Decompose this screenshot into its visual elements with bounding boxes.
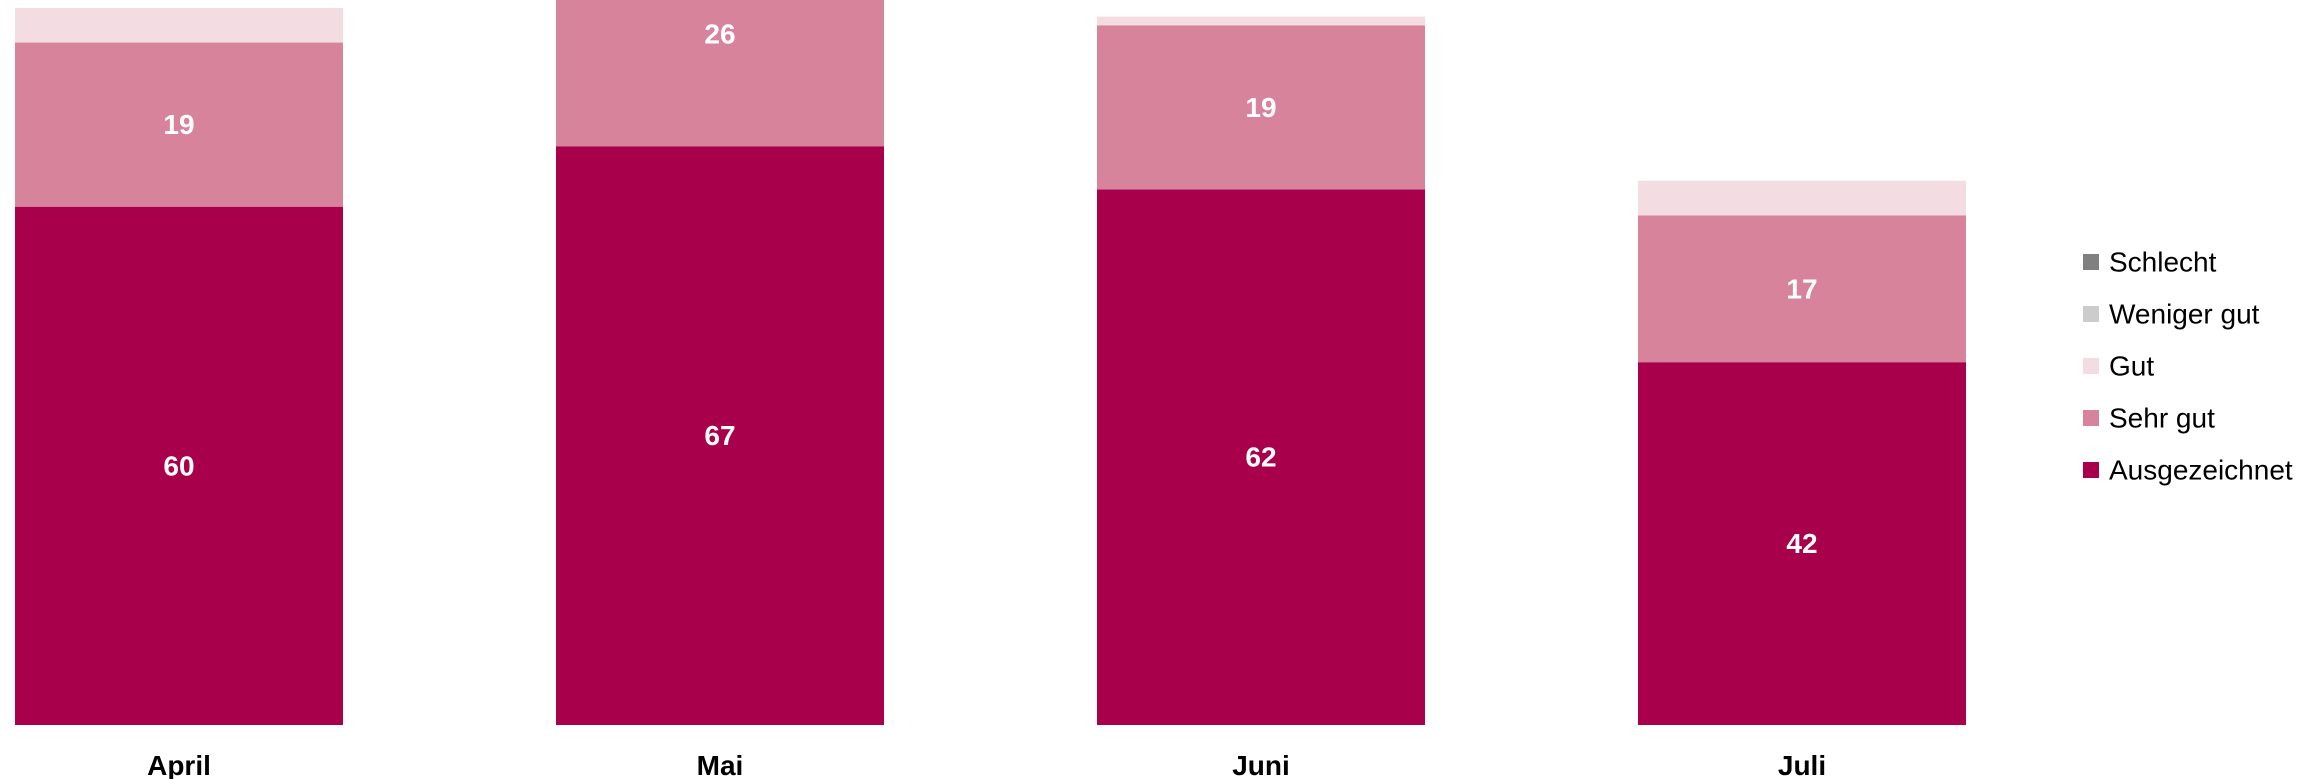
bar-ausgezeichnet-mai — [556, 146, 884, 726]
bar-sehr-gut-april — [15, 42, 343, 207]
legend-label-sehr-gut: Sehr gut — [2109, 403, 2215, 434]
legend-swatch-sehr-gut — [2083, 410, 2099, 426]
bar-gut-april — [15, 8, 343, 43]
legend-swatch-gut — [2083, 358, 2099, 374]
legend-item-weniger-gut: Weniger gut — [2083, 299, 2260, 330]
data-label-sehr-gut-juli: 17 — [1786, 273, 1817, 304]
legend-item-ausgezeichnet: Ausgezeichnet — [2083, 455, 2293, 486]
legend-swatch-ausgezeichnet — [2083, 462, 2099, 478]
x-tick-label-april: April — [147, 750, 211, 779]
x-tick-label-juli: Juli — [1778, 750, 1826, 779]
bar-sehr-gut-juni — [1097, 25, 1425, 190]
data-label-sehr-gut-juni: 19 — [1245, 92, 1276, 123]
legend-label-gut: Gut — [2109, 351, 2154, 382]
legend-label-ausgezeichnet: Ausgezeichnet — [2109, 455, 2293, 486]
data-label-sehr-gut-mai: 26 — [704, 18, 735, 49]
x-tick-label-mai: Mai — [697, 750, 744, 779]
bar-ausgezeichnet-juni — [1097, 189, 1425, 725]
data-label-sehr-gut-april: 19 — [163, 109, 194, 140]
bar-gut-juli — [1638, 180, 1966, 216]
data-label-ausgezeichnet-mai: 67 — [704, 420, 735, 451]
x-tick-label-juni: Juni — [1232, 750, 1290, 779]
legend-swatch-weniger-gut — [2083, 306, 2099, 322]
segment-labels-group: 60 19 67 26 62 19 42 17 — [163, 18, 1817, 559]
legend: Schlecht Weniger gut Gut Sehr gut Ausgezeich… — [2083, 247, 2293, 486]
legend-label-schlecht: Schlecht — [2109, 247, 2217, 278]
bar-ausgezeichnet-april — [15, 206, 343, 725]
bar-sehr-gut-mai — [556, 0, 884, 147]
category-labels-group: April Mai Juni Juli — [147, 750, 1826, 779]
legend-item-schlecht: Schlecht — [2083, 247, 2217, 278]
data-label-ausgezeichnet-juli: 42 — [1786, 528, 1817, 559]
data-label-ausgezeichnet-april: 60 — [163, 450, 194, 481]
legend-item-gut: Gut — [2083, 351, 2154, 382]
data-label-ausgezeichnet-juni: 62 — [1245, 442, 1276, 473]
bars-group — [15, 0, 1966, 726]
legend-item-sehr-gut: Sehr gut — [2083, 403, 2215, 434]
bar-gut-juni — [1097, 16, 1425, 26]
legend-label-weniger-gut: Weniger gut — [2109, 299, 2260, 330]
legend-swatch-schlecht — [2083, 254, 2099, 270]
bar-ausgezeichnet-juli — [1638, 362, 1966, 725]
bar-sehr-gut-juli — [1638, 215, 1966, 363]
